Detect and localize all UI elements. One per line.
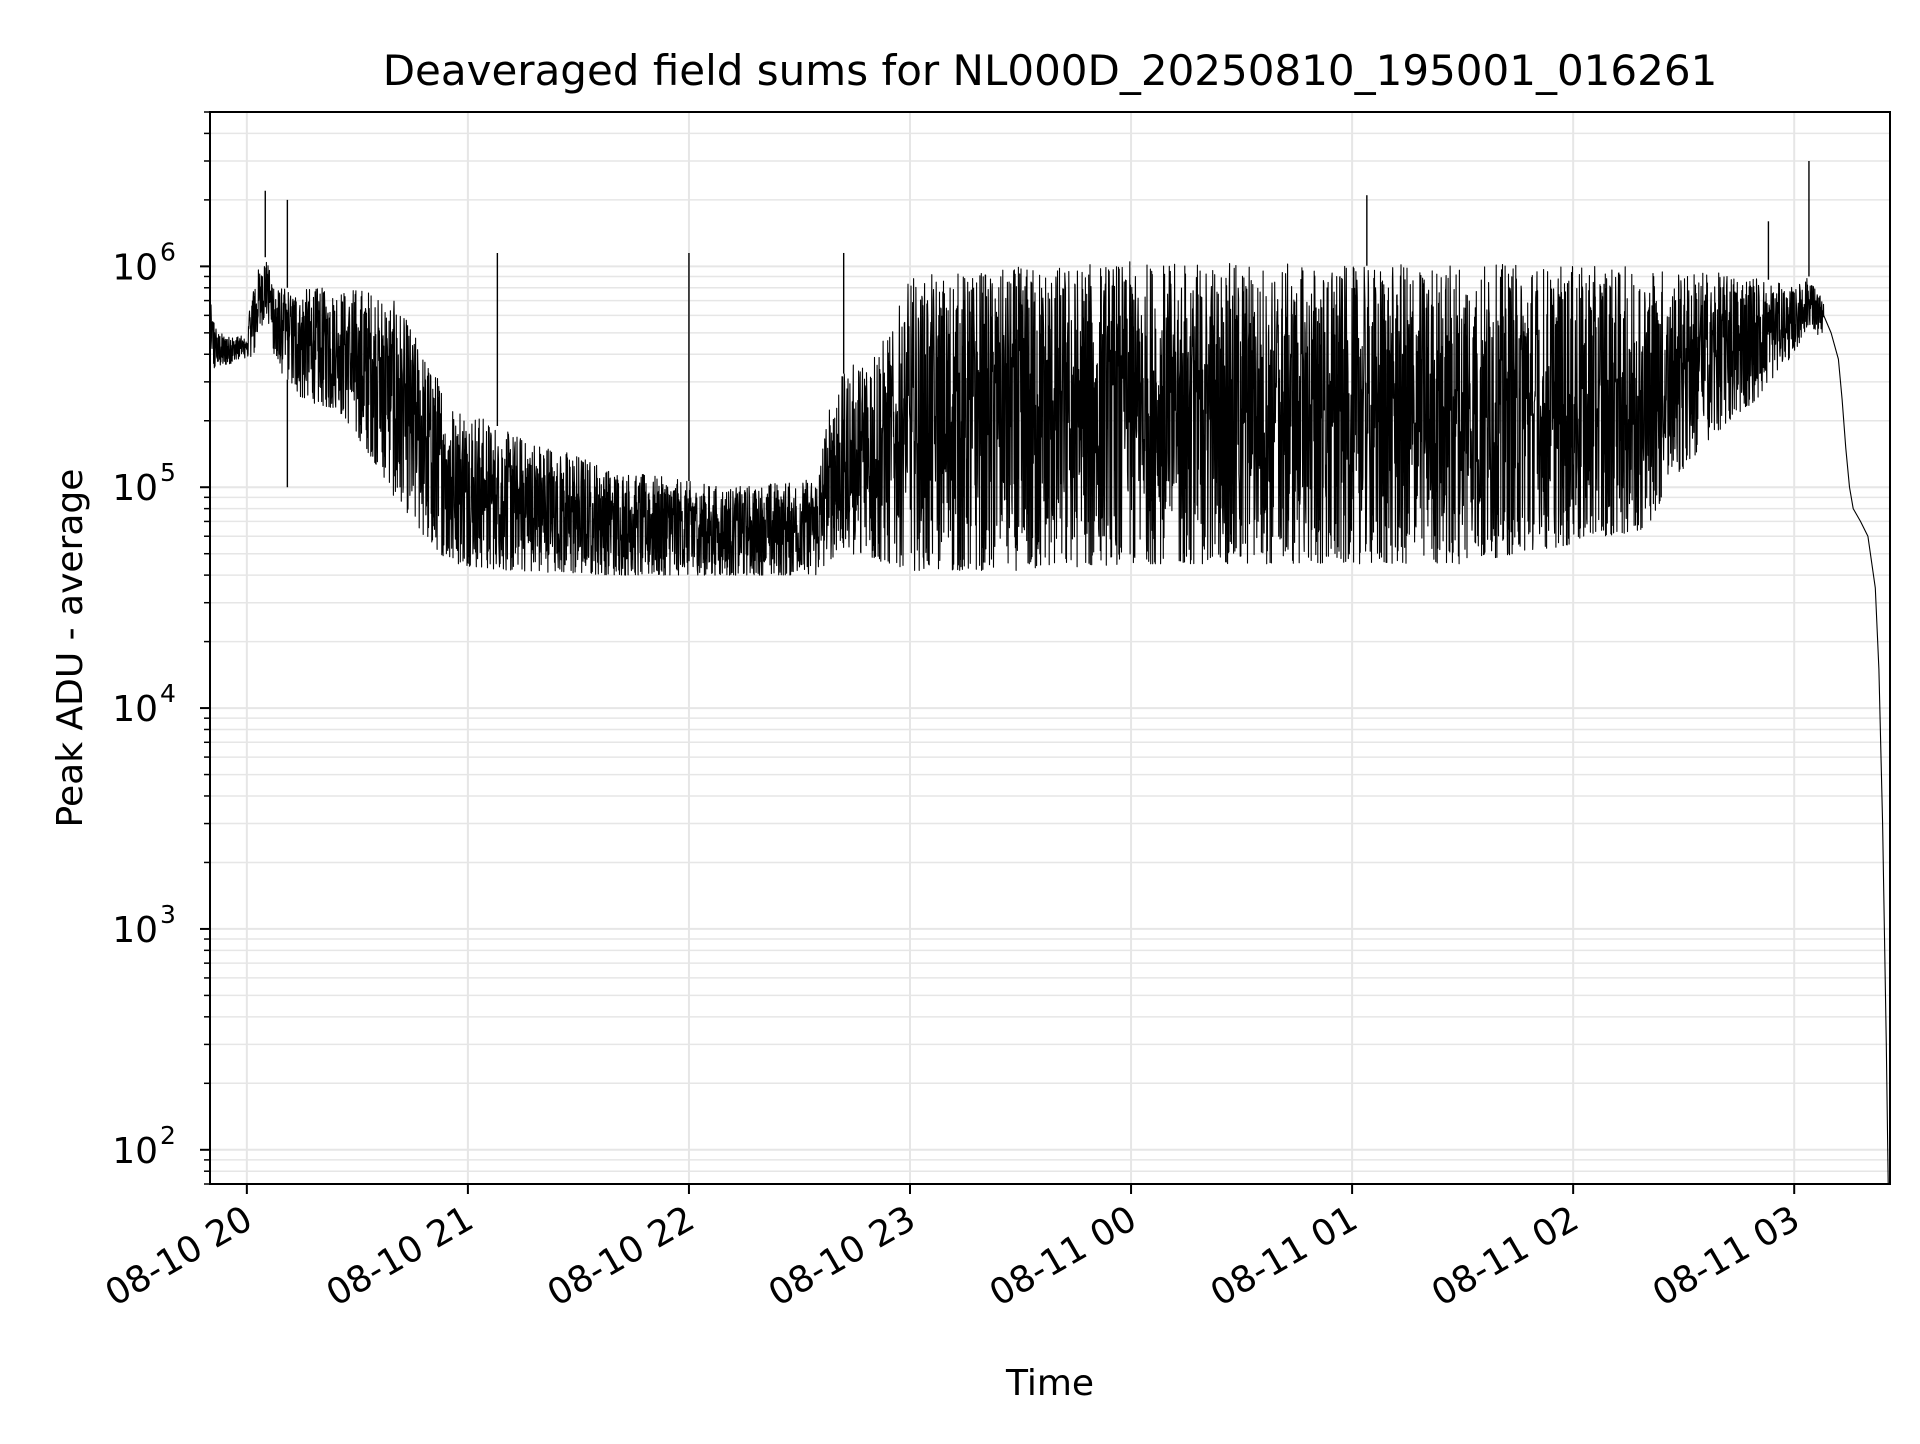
chart-title: Deaveraged field sums for NL000D_2025081… [383,46,1718,95]
x-axis-label: Time [1005,1363,1094,1404]
y-tick-label: 10 [112,910,158,951]
y-tick-exponent: 5 [160,458,176,487]
y-tick-exponent: 6 [160,237,176,266]
plot-frame [209,111,1891,1185]
y-tick-label: 10 [112,247,158,288]
series-line [209,261,1889,1185]
y-axis-label: Peak ADU - average [50,469,91,828]
y-tick-exponent: 3 [160,900,176,929]
data-series [209,160,1889,1185]
y-tick-exponent: 4 [160,679,176,708]
y-tick-label: 10 [112,689,158,730]
y-tick-label: 10 [112,1131,158,1172]
grid [210,111,1890,1185]
y-tick-exponent: 2 [160,1121,176,1150]
y-tick-label: 10 [112,468,158,509]
